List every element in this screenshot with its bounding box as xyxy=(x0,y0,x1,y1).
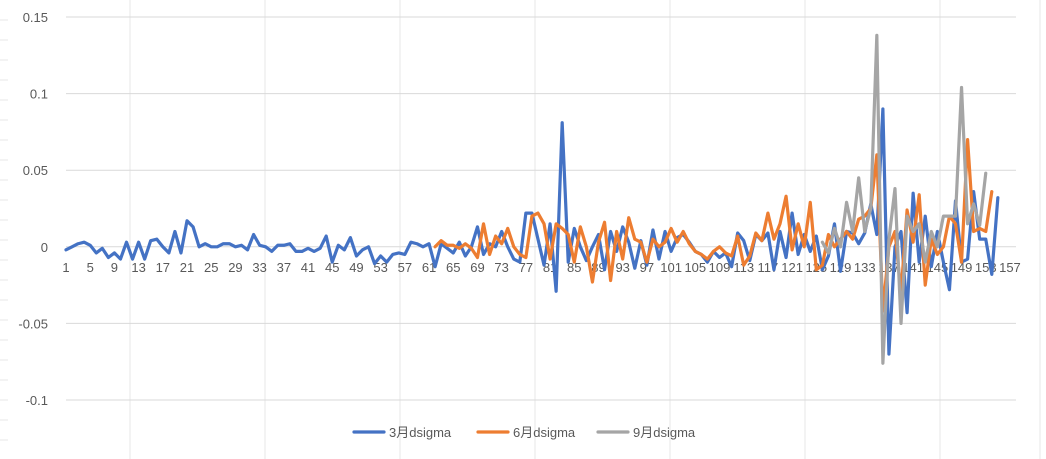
x-tick-label: 57 xyxy=(398,260,412,275)
x-tick-label: 25 xyxy=(204,260,218,275)
series-line-3 xyxy=(820,33,988,365)
x-tick-label: 65 xyxy=(446,260,460,275)
x-tick-label: 73 xyxy=(494,260,508,275)
y-tick-label: 0 xyxy=(41,240,48,255)
legend-label: 6月dsigma xyxy=(513,425,576,440)
x-tick-label: 149 xyxy=(951,260,973,275)
x-tick-label: 17 xyxy=(156,260,170,275)
x-tick-label: 133 xyxy=(854,260,876,275)
x-tick-label: 37 xyxy=(277,260,291,275)
x-tick-label: 1 xyxy=(62,260,69,275)
x-tick-label: 113 xyxy=(733,260,754,275)
y-tick-label: 0.05 xyxy=(23,163,48,178)
legend-label: 3月dsigma xyxy=(389,425,452,440)
series-line-1 xyxy=(64,107,1000,356)
x-tick-label: 21 xyxy=(180,260,194,275)
x-tick-label: 29 xyxy=(228,260,242,275)
x-tick-label: 41 xyxy=(301,260,315,275)
x-tick-label: 45 xyxy=(325,260,339,275)
x-tick-label: 69 xyxy=(470,260,484,275)
x-tick-label: 85 xyxy=(567,260,581,275)
x-tick-label: 101 xyxy=(660,260,682,275)
y-tick-label: -0.1 xyxy=(26,393,48,408)
legend: 3月dsigma 6月dsigma 9月dsigma xyxy=(352,425,696,440)
y-tick-label: 0.1 xyxy=(30,87,48,102)
x-tick-label: 33 xyxy=(252,260,266,275)
x-tick-label: 9 xyxy=(111,260,118,275)
x-tick-label: 53 xyxy=(373,260,387,275)
x-tick-label: 109 xyxy=(709,260,731,275)
y-tick-label: -0.05 xyxy=(18,316,48,331)
series-lines xyxy=(64,33,1000,365)
x-tick-label: 97 xyxy=(640,260,654,275)
y-axis-tick-labels: -0.1 -0.05 0 0.05 0.1 0.15 xyxy=(18,10,48,408)
x-tick-label: 77 xyxy=(519,260,533,275)
x-tick-label: 93 xyxy=(615,260,629,275)
x-tick-label: 13 xyxy=(131,260,145,275)
x-tick-label: 105 xyxy=(684,260,706,275)
x-tick-label: 49 xyxy=(349,260,363,275)
x-tick-label: 121 xyxy=(781,260,803,275)
y-tick-label: 0.15 xyxy=(23,10,48,25)
x-tick-label: 5 xyxy=(87,260,94,275)
gridlines xyxy=(66,16,1016,401)
x-axis-tick-labels: 1 5 9 13 17 21 25 29 33 37 41 45 49 53 57 61 65 69 73 77 81 8… xyxy=(62,260,1020,275)
legend-label: 9月dsigma xyxy=(633,425,696,440)
x-tick-label: 157 xyxy=(999,260,1021,275)
